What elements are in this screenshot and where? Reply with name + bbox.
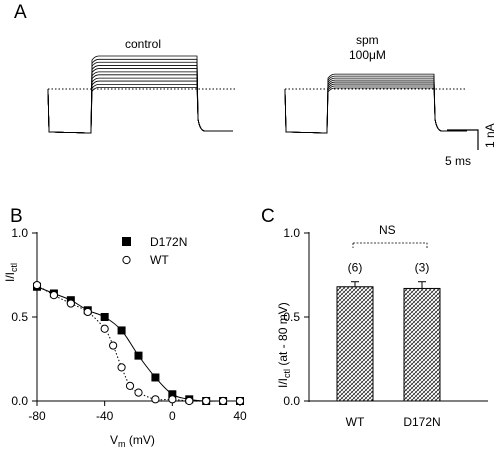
data-point-wt [117,363,126,372]
data-point-wt [168,395,177,404]
control-label: control [125,37,161,51]
data-point-wt [49,291,59,300]
chart-b-x-tick-label: 0 [169,409,176,423]
data-point-wt [109,341,118,350]
scale-bar [447,129,479,150]
data-point-wt [202,396,211,406]
legend-label-d172n: D172N [150,235,187,249]
spm-trace-8 [284,73,467,134]
data-point-d172n [168,390,177,399]
data-point-wt [125,381,135,390]
chart-c-ticks: 0.0 0.5 1.0 [283,226,309,408]
data-point-wt [66,299,75,308]
chart-c: 0.0 0.5 1.0 (6) WT (3) D172N NS I/Ictl (at - … [276,223,488,429]
scale-bar-current-label: 1 nA [483,123,497,148]
data-point-wt [134,388,143,397]
chart-c-y-tick-label: 0.0 [283,394,300,408]
chart-c-y-tick-label: 0.5 [283,310,300,324]
data-point-d172n [100,313,109,321]
spm-trace-family [284,73,467,134]
chart-b-y-tick-label: 0.0 [11,394,28,408]
control-trace-1 [47,86,233,134]
data-point-wt [32,280,42,290]
control-trace-9 [47,61,233,134]
legend-marker-d172n [122,237,131,246]
legend-marker-wt [122,255,131,265]
control-trace-2 [47,83,233,134]
chart-b-y-label: I/Ictl [3,263,19,282]
significance-label: NS [379,223,396,237]
chart-b-x-tick-label: -40 [96,409,114,423]
n-label-wt: (6) [348,261,363,275]
chart-c-y-tick-label: 1.0 [283,226,300,240]
chart-b-ticks: -80 -40 0 40 0.0 0.5 1.0 [11,226,247,423]
chart-b-y-tick-label: 1.0 [11,226,28,240]
data-point-d172n [134,351,143,360]
spm-trace-1 [284,87,467,134]
spm-trace-4 [284,81,467,134]
spm-trace-3 [284,83,467,134]
data-point-wt [218,396,228,406]
chart-b-x-tick-label: -80 [28,409,46,423]
legend-label-wt: WT [150,253,169,267]
data-point-wt [100,324,109,333]
data-point-wt [83,307,92,317]
spm-trace-7 [284,75,467,134]
spm-trace-2 [284,85,467,134]
chart-c-y-label: I/Ictl (at - 80 mV) [276,302,292,388]
panel-label-b: B [10,206,23,227]
data-point-wt [185,396,194,406]
data-point-d172n [117,326,126,335]
control-trace-family [47,55,233,134]
current-traces: control spm 100μM 5 ms 1 nA [47,33,497,168]
spm-concentration-label: 100μM [349,48,386,62]
category-label-d172n: D172N [403,415,440,429]
significance-bracket [352,242,428,248]
chart-b-y-tick-label: 0.5 [11,310,28,324]
category-label-wt: WT [346,415,365,429]
data-point-wt [235,396,245,406]
control-trace-4 [47,77,233,134]
spm-label: spm [356,33,379,47]
chart-b: -80 -40 0 40 0.0 0.5 1.0 D172N WT I/Ictl Vm (m… [3,226,247,449]
scale-bar-time-label: 5 ms [445,154,471,168]
control-trace-8 [47,65,233,134]
data-point-wt [151,395,160,404]
chart-c-bars: (6) WT (3) D172N [336,261,441,429]
chart-b-points [32,280,245,406]
control-trace-5 [47,74,233,134]
chart-b-x-tick-label: 40 [233,409,247,423]
panel-label-c: C [261,206,275,227]
panel-label-a: A [14,2,27,23]
bar-wt [336,286,374,402]
control-trace-11 [47,55,233,134]
data-point-d172n [151,373,160,382]
bar-d172n [403,287,441,402]
control-trace-10 [47,58,233,134]
chart-b-x-label: Vm (mV) [110,433,155,449]
n-label-d172n: (3) [415,261,430,275]
